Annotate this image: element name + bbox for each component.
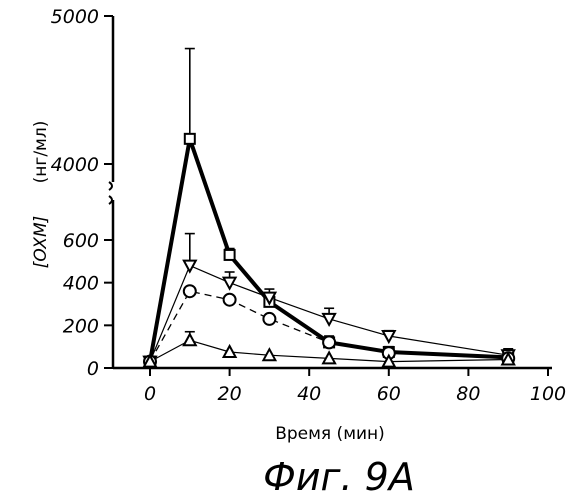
series-2-point [184, 261, 196, 272]
y-tick-label: 400 [63, 273, 99, 295]
series-3-point [224, 294, 236, 306]
y-axis-break-lower [109, 196, 112, 204]
series-3-point [323, 336, 335, 348]
x-axis-title: Время (мин) [275, 424, 385, 444]
series-1-point [225, 250, 235, 260]
y-axis-break-upper [109, 182, 112, 190]
series-2-point [224, 278, 236, 289]
series-3-point [184, 285, 196, 297]
y-tick-label: 5000 [51, 6, 99, 28]
y-tick-label: 200 [63, 315, 99, 337]
series-1-point [185, 134, 195, 144]
x-tick-label: 100 [530, 383, 566, 405]
series-4-point [224, 346, 236, 357]
x-tick-label: 80 [456, 383, 480, 405]
x-tick-label: 40 [297, 383, 321, 405]
series-4-point [184, 334, 196, 345]
y-tick-label: 0 [87, 358, 99, 380]
series-1-line [150, 139, 508, 362]
series-2-point [323, 314, 335, 325]
y-tick-label: 600 [63, 230, 99, 252]
figure-caption: Фиг. 9A [263, 455, 415, 499]
y-axis-title-unit: (нг/мл) [31, 121, 51, 184]
x-tick-label: 20 [218, 383, 242, 405]
y-tick-label: 4000 [51, 154, 99, 176]
y-axis-title-main: [OXM] [31, 216, 51, 269]
x-tick-label: 0 [144, 383, 156, 405]
series-3-point [263, 313, 275, 325]
x-tick-label: 60 [377, 383, 401, 405]
